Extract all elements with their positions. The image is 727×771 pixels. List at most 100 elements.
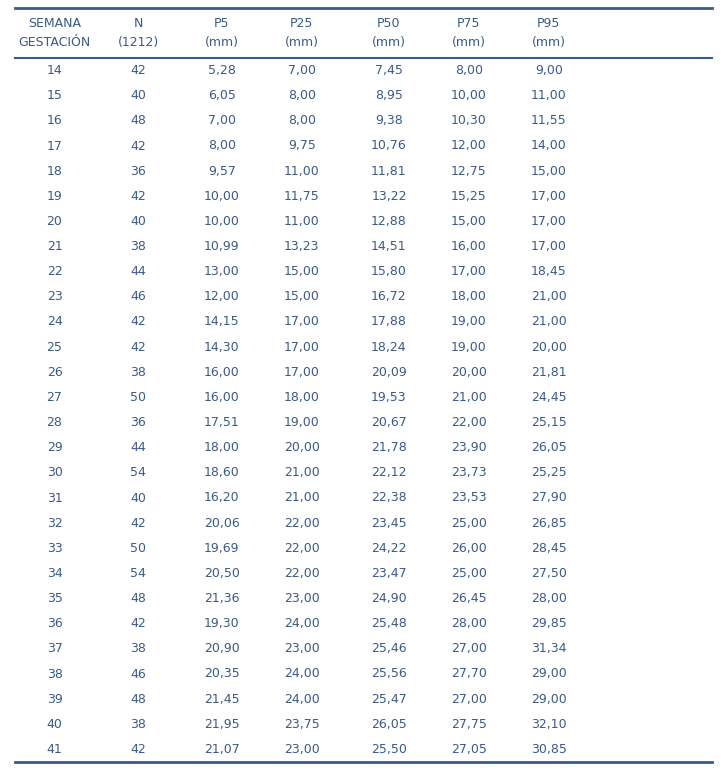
Text: 17,00: 17,00 xyxy=(284,365,320,379)
Text: 26,85: 26,85 xyxy=(531,517,567,530)
Text: 21,78: 21,78 xyxy=(371,441,407,454)
Text: 39: 39 xyxy=(47,692,63,705)
Text: 21,00: 21,00 xyxy=(451,391,487,404)
Text: 9,00: 9,00 xyxy=(535,64,563,77)
Text: 46: 46 xyxy=(130,668,146,681)
Text: P50: P50 xyxy=(377,17,401,30)
Text: 31,34: 31,34 xyxy=(531,642,566,655)
Text: 18: 18 xyxy=(47,165,63,177)
Text: 30,85: 30,85 xyxy=(531,743,567,756)
Text: 42: 42 xyxy=(130,315,146,328)
Text: 11,81: 11,81 xyxy=(371,165,407,177)
Text: 24,00: 24,00 xyxy=(284,668,320,681)
Text: 33: 33 xyxy=(47,542,63,555)
Text: 32,10: 32,10 xyxy=(531,718,567,731)
Text: 15,00: 15,00 xyxy=(451,215,487,228)
Text: 19,69: 19,69 xyxy=(204,542,239,555)
Text: 8,00: 8,00 xyxy=(288,114,316,127)
Text: 16,20: 16,20 xyxy=(204,491,240,504)
Text: 11,55: 11,55 xyxy=(531,114,567,127)
Text: 24,00: 24,00 xyxy=(284,618,320,630)
Text: SEMANA: SEMANA xyxy=(28,17,81,30)
Text: 15,80: 15,80 xyxy=(371,265,407,278)
Text: 21,00: 21,00 xyxy=(531,315,567,328)
Text: 23,53: 23,53 xyxy=(451,491,487,504)
Text: 22,12: 22,12 xyxy=(371,466,406,480)
Text: 18,45: 18,45 xyxy=(531,265,567,278)
Text: P75: P75 xyxy=(457,17,481,30)
Text: 36: 36 xyxy=(130,416,146,429)
Text: 25,15: 25,15 xyxy=(531,416,567,429)
Text: 15,00: 15,00 xyxy=(284,265,320,278)
Text: 16,00: 16,00 xyxy=(204,365,240,379)
Text: 26,45: 26,45 xyxy=(451,592,487,605)
Text: 20,50: 20,50 xyxy=(204,567,240,580)
Text: 50: 50 xyxy=(130,542,146,555)
Text: 32: 32 xyxy=(47,517,63,530)
Text: 42: 42 xyxy=(130,190,146,203)
Text: 17,00: 17,00 xyxy=(531,240,567,253)
Text: 20: 20 xyxy=(47,215,63,228)
Text: 27,05: 27,05 xyxy=(451,743,487,756)
Text: 41: 41 xyxy=(47,743,63,756)
Text: 24,22: 24,22 xyxy=(371,542,406,555)
Text: 42: 42 xyxy=(130,64,146,77)
Text: 8,00: 8,00 xyxy=(208,140,236,153)
Text: 10,30: 10,30 xyxy=(451,114,487,127)
Text: 18,00: 18,00 xyxy=(204,441,240,454)
Text: 48: 48 xyxy=(130,692,146,705)
Text: 20,00: 20,00 xyxy=(451,365,487,379)
Text: 42: 42 xyxy=(130,341,146,354)
Text: 54: 54 xyxy=(130,567,146,580)
Text: 21,81: 21,81 xyxy=(531,365,567,379)
Text: 34: 34 xyxy=(47,567,63,580)
Text: 25,46: 25,46 xyxy=(371,642,407,655)
Text: 16: 16 xyxy=(47,114,63,127)
Text: 50: 50 xyxy=(130,391,146,404)
Text: 23,00: 23,00 xyxy=(284,743,320,756)
Text: 17,00: 17,00 xyxy=(284,341,320,354)
Text: 26,05: 26,05 xyxy=(531,441,567,454)
Text: 9,75: 9,75 xyxy=(288,140,316,153)
Text: 24,45: 24,45 xyxy=(531,391,567,404)
Text: 15,00: 15,00 xyxy=(284,291,320,303)
Text: 40: 40 xyxy=(130,89,146,103)
Text: 15: 15 xyxy=(47,89,63,103)
Text: 14: 14 xyxy=(47,64,63,77)
Text: 42: 42 xyxy=(130,743,146,756)
Text: 23,73: 23,73 xyxy=(451,466,487,480)
Text: 16,00: 16,00 xyxy=(451,240,487,253)
Text: 21: 21 xyxy=(47,240,63,253)
Text: 8,00: 8,00 xyxy=(288,89,316,103)
Text: 27: 27 xyxy=(47,391,63,404)
Text: 12,00: 12,00 xyxy=(451,140,487,153)
Text: 20,06: 20,06 xyxy=(204,517,240,530)
Text: 8,00: 8,00 xyxy=(455,64,483,77)
Text: (mm): (mm) xyxy=(452,35,486,49)
Text: 23,90: 23,90 xyxy=(451,441,487,454)
Text: P25: P25 xyxy=(290,17,313,30)
Text: 28,45: 28,45 xyxy=(531,542,567,555)
Text: 23,45: 23,45 xyxy=(371,517,407,530)
Text: 10,00: 10,00 xyxy=(204,190,240,203)
Text: 23,00: 23,00 xyxy=(284,642,320,655)
Text: 25,00: 25,00 xyxy=(451,567,487,580)
Text: P5: P5 xyxy=(214,17,230,30)
Text: 20,09: 20,09 xyxy=(371,365,407,379)
Text: 11,00: 11,00 xyxy=(284,165,320,177)
Text: 38: 38 xyxy=(130,718,146,731)
Text: 16,00: 16,00 xyxy=(204,391,240,404)
Text: 14,00: 14,00 xyxy=(531,140,567,153)
Text: 21,07: 21,07 xyxy=(204,743,240,756)
Text: 25,25: 25,25 xyxy=(531,466,567,480)
Text: 17,00: 17,00 xyxy=(531,190,567,203)
Text: 54: 54 xyxy=(130,466,146,480)
Text: 29: 29 xyxy=(47,441,63,454)
Text: 27,50: 27,50 xyxy=(531,567,567,580)
Text: 12,88: 12,88 xyxy=(371,215,407,228)
Text: 25: 25 xyxy=(47,341,63,354)
Text: 11,75: 11,75 xyxy=(284,190,320,203)
Text: 10,00: 10,00 xyxy=(451,89,487,103)
Text: 10,76: 10,76 xyxy=(371,140,407,153)
Text: (mm): (mm) xyxy=(372,35,406,49)
